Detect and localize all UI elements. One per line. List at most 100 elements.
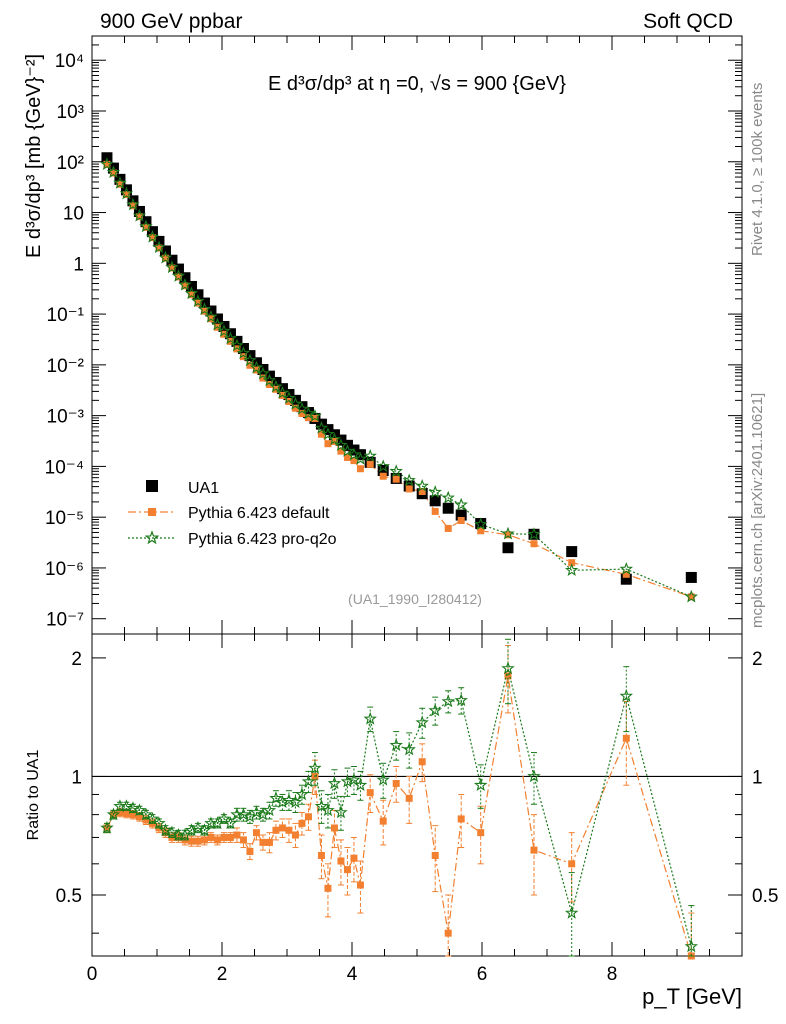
pythia-default-point [181, 282, 189, 290]
pythia-pro-q2o-ratio-point [402, 742, 416, 756]
ua1-point [127, 195, 139, 207]
ua1-point [685, 571, 697, 583]
pythia-default-point [530, 540, 538, 548]
pythia-pro-q2o-point [236, 346, 251, 359]
pythia-pro-q2o-ratio-point [619, 689, 634, 702]
pythia-default-ratio-point [285, 826, 293, 834]
ratio-panel: 0.5 0.5 1 1 2 2 0 2 4 6 8 Ratio to UA1 p_T [GeV] [25, 633, 779, 1009]
pythia-pro-q2o-point [191, 294, 205, 308]
ua1-point [179, 272, 191, 284]
main-y-tick-label: 10² [57, 153, 84, 174]
pythia-default-point [366, 460, 374, 468]
pythia-pro-q2o-point [295, 401, 309, 415]
pythia-pro-q2o-ratio-point [282, 793, 296, 806]
pythia-pro-q2o-ratio-point [415, 715, 429, 729]
pythia-pro-q2o-point [428, 485, 442, 498]
pythia-default-ratio-point [129, 811, 137, 819]
pythia-pro-q2o-ratio-line [106, 668, 692, 947]
pythia-pro-q2o-ratio-point [308, 761, 322, 774]
pythia-pro-q2o-point [389, 464, 403, 478]
main-data-points [100, 152, 699, 603]
pythia-default-point [418, 488, 426, 496]
pythia-default-ratio-point [259, 838, 267, 846]
main-axis-ticks [91, 35, 742, 634]
x-tick-label: 2 [217, 964, 228, 985]
pythia-default-ratio-point [477, 829, 485, 837]
ua1-point [120, 184, 132, 196]
pythia-pro-q2o-point [275, 385, 290, 399]
pythia-pro-q2o-point [262, 373, 277, 387]
ratio-y-tick-label-right: 1 [752, 767, 763, 788]
ua1-point [620, 573, 632, 585]
ua1-point [166, 254, 178, 266]
pythia-default-point [161, 254, 169, 262]
pythia-default-ratio-point [568, 860, 576, 868]
ratio-tick-labels: 0.5 0.5 1 1 2 2 0 2 4 6 8 [56, 649, 779, 985]
pythia-default-ratio-point [122, 810, 130, 818]
pythia-default-ratio-point [317, 851, 325, 859]
pythia-default-point [109, 169, 117, 177]
pythia-pro-q2o-point [256, 366, 270, 380]
pythia-pro-q2o-ratio-point [441, 694, 455, 708]
pythia-pro-q2o-point [376, 459, 390, 473]
ua1-point [429, 495, 441, 507]
ua1-point [289, 394, 301, 406]
pythia-default-point [337, 447, 345, 455]
pythia-pro-q2o-ratio-point [288, 795, 303, 808]
legend-label-ua1: UA1 [188, 480, 219, 497]
main-y-tick-labels: 10⁻⁷ 10⁻⁶ 10⁻⁵ 10⁻⁴ 10⁻³ 10⁻² 10⁻¹ 1 10 10² 10³ 10⁴ [45, 51, 84, 630]
ratio-y-tick-label-left: 1 [71, 767, 82, 788]
pythia-default-ratio-point [213, 836, 221, 844]
pythia-pro-q2o-ratio-point [314, 799, 329, 812]
pythia-default-ratio-point [265, 838, 273, 846]
ua1-point [296, 401, 308, 413]
pythia-pro-q2o-ratio-point [236, 807, 251, 821]
pythia-default-point [405, 485, 413, 493]
ua1-point [475, 518, 487, 530]
pythia-default-ratio-point [343, 866, 351, 874]
pythia-default-point [350, 457, 358, 465]
pythia-pro-q2o-point [119, 186, 134, 200]
source-label: mcplots.cern.ch [arXiv:2401.10621] [749, 393, 766, 628]
pythia-pro-q2o-ratio-point [191, 820, 205, 834]
pythia-default-ratio-point [392, 779, 400, 787]
pythia-default-ratio-point [200, 836, 208, 844]
pythia-default-ratio-point [337, 857, 345, 865]
pythia-default-ratio-point [530, 846, 538, 854]
pythia-default-point [103, 160, 111, 168]
pythia-default-point [431, 507, 439, 515]
pythia-default-point [379, 472, 387, 480]
pythia-pro-q2o-point [132, 208, 147, 222]
pythia-default-point [477, 527, 485, 535]
pythia-pro-q2o-ratio-point [347, 772, 361, 786]
pythia-pro-q2o-ratio-point [197, 823, 212, 836]
pythia-pro-q2o-ratio-point [262, 803, 277, 817]
pythia-default-point [135, 213, 143, 221]
pythia-pro-q2o-point [684, 589, 699, 603]
pythia-pro-q2o-ratio-point [100, 820, 114, 834]
x-tick-label: 4 [347, 964, 358, 985]
pythia-default-point [148, 234, 156, 242]
pythia-pro-q2o-point [113, 176, 127, 189]
main-y-tick-label: 10⁻¹ [47, 305, 85, 326]
legend: UA1 Pythia 6.423 default Pythia 6.423 pr… [128, 480, 337, 548]
pythia-default-ratio-point [366, 789, 374, 797]
pythia-pro-q2o-ratio-point [321, 803, 335, 817]
pythia-default-ratio-point [298, 819, 306, 827]
pythia-default-ratio-point [291, 831, 299, 839]
pythia-default-ratio-point [239, 836, 247, 844]
pythia-default-ratio-line [106, 675, 692, 957]
pythia-pro-q2o-ratio-point [269, 791, 283, 805]
pythia-pro-q2o-point [363, 448, 377, 462]
pythia-default-point [622, 570, 630, 578]
pythia-default-point [504, 531, 512, 539]
legend-marker-ua1 [146, 480, 158, 492]
pythia-default-point [220, 330, 228, 338]
pythia-pro-q2o-ratio-point [454, 693, 468, 707]
ua1-point [455, 509, 467, 521]
pythia-pro-q2o-point [204, 309, 218, 323]
pythia-pro-q2o-point [249, 360, 264, 374]
ua1-point [528, 528, 540, 540]
pythia-pro-q2o-ratio-point [501, 661, 515, 675]
pythia-pro-q2o-ratio-point [564, 905, 579, 919]
